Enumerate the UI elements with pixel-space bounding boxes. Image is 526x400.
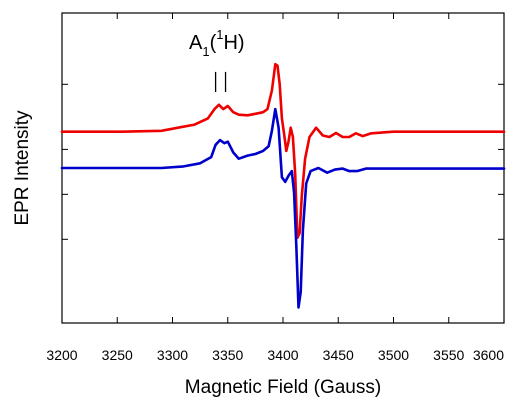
x-tick-label-3550: 3550 [433, 347, 464, 363]
series-line-1 [60, 107, 506, 309]
x-tick-label-3250: 3250 [102, 347, 133, 363]
x-tick-label-3450: 3450 [323, 347, 354, 363]
x-tick-label-3300: 3300 [157, 347, 188, 363]
annotation-label: A1(1H) [189, 27, 245, 59]
x-axis-title: Magnetic Field (Gauss) [185, 377, 381, 398]
series-line-0 [60, 62, 506, 240]
annotation-h: H) [223, 32, 244, 54]
x-tick-label-3600: 3600 [473, 347, 504, 363]
annotation-a: A [189, 32, 203, 54]
annotation-open-paren: ( [210, 32, 217, 54]
x-tick-label-3350: 3350 [212, 347, 243, 363]
x-axis-tick-labels: 3200 3250 3300 3350 3400 3450 3500 3550 3600 [46, 347, 504, 363]
x-tick-label-3200: 3200 [46, 347, 77, 363]
x-axis-ticks [61, 13, 505, 323]
x-tick-label-3500: 3500 [378, 347, 409, 363]
annotation-sub-1: 1 [202, 44, 209, 59]
series-layer [60, 62, 506, 309]
annotation-sup-1: 1 [216, 27, 223, 42]
x-tick-label-3400: 3400 [267, 347, 298, 363]
y-axis-ticks [62, 83, 504, 240]
a1-1h-annotation: A1(1H) [189, 27, 245, 93]
y-axis-title: EPR Intensity [12, 110, 33, 226]
